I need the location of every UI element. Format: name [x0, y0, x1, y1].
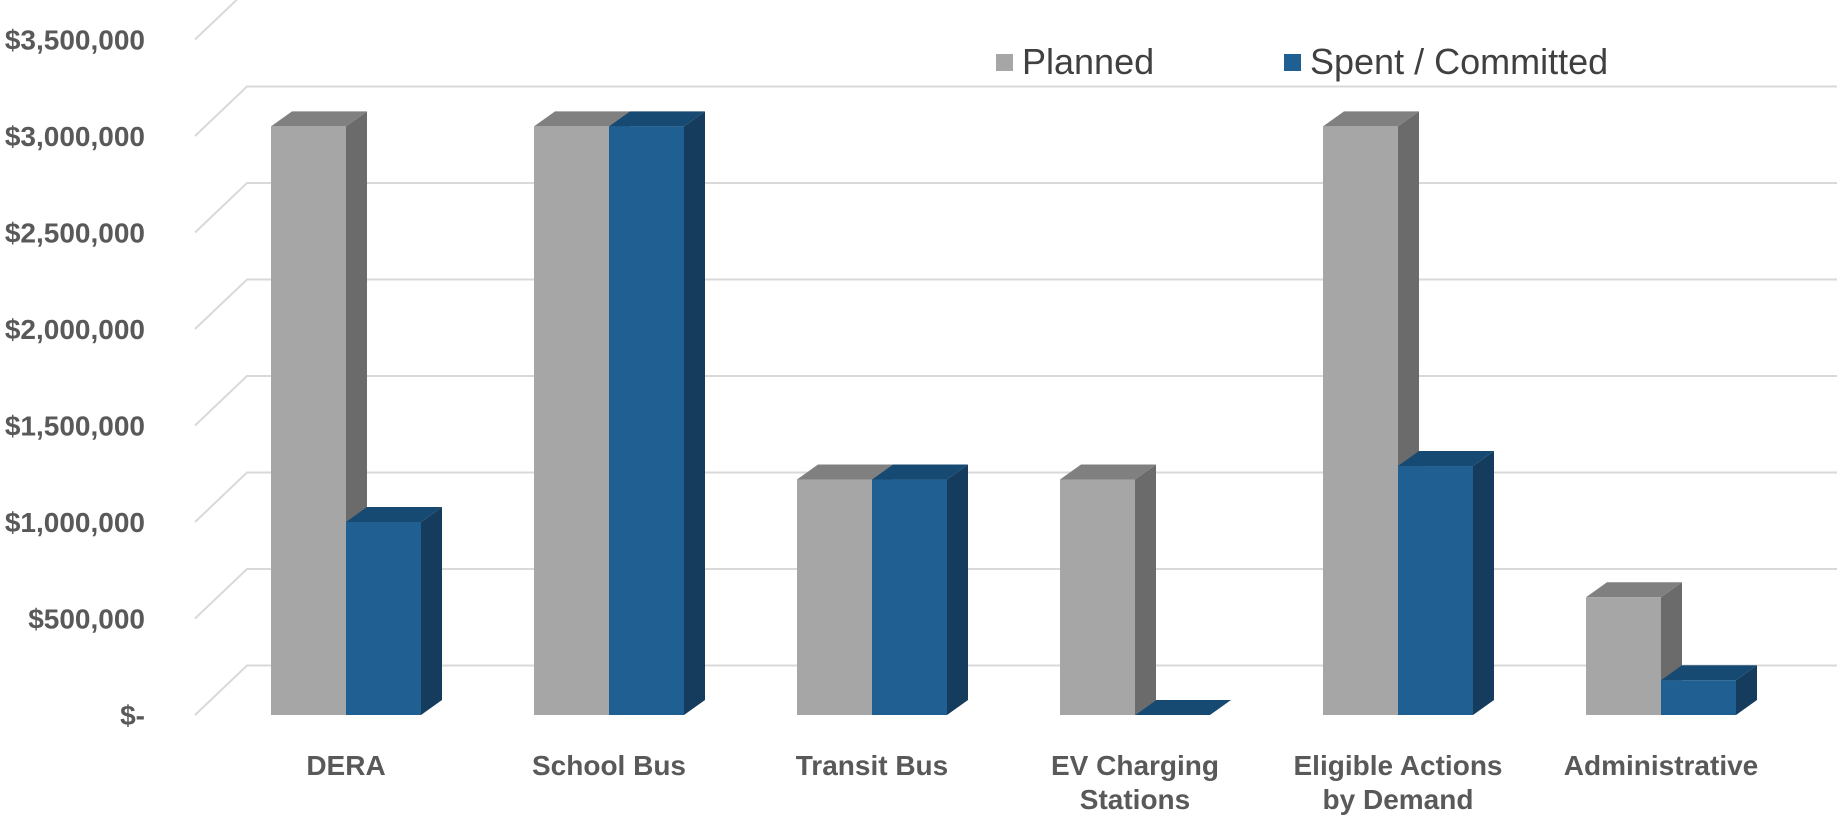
x-tick-label: Eligible Actions [1294, 750, 1503, 781]
gridline [194, 375, 1837, 427]
bars-layer [271, 111, 1757, 716]
bar-spent [872, 479, 947, 715]
gridline [194, 664, 1837, 716]
bar-top-planned [1323, 111, 1419, 127]
x-tick-label: Administrative [1564, 750, 1759, 781]
bar-top-planned [1586, 582, 1682, 598]
legend-swatch [996, 54, 1013, 71]
bar-planned [1060, 479, 1135, 715]
bar-top-planned [534, 111, 630, 127]
bar-side-spent [1473, 451, 1494, 715]
legend-label: Spent / Committed [1310, 41, 1608, 82]
x-tick-label: Transit Bus [796, 750, 948, 781]
bar-side-spent [684, 111, 705, 716]
bar-top-spent [609, 111, 705, 127]
bar-top-planned [797, 464, 893, 480]
bar-planned [1323, 126, 1398, 716]
bar-top-planned [271, 111, 367, 127]
y-tick-label: $1,000,000 [5, 507, 145, 538]
y-tick-label: $1,500,000 [5, 411, 145, 442]
bar-top-spent [1135, 700, 1231, 715]
gridline [194, 471, 1837, 523]
x-tick-label: EV Charging [1051, 750, 1219, 781]
y-tick-label: $- [120, 700, 145, 731]
bar-planned [534, 126, 609, 716]
bar-spent [346, 522, 421, 715]
bar-top-spent [1398, 451, 1494, 467]
bar-top-spent [1661, 665, 1757, 681]
y-tick-label: $2,500,000 [5, 218, 145, 249]
bar-side-spent [421, 507, 442, 715]
x-tick-label: Stations [1080, 784, 1190, 815]
legend: Planned Spent / Committed [996, 41, 1608, 82]
bar-top-spent [872, 464, 968, 480]
gridline [194, 0, 238, 41]
legend-swatch [1284, 54, 1301, 71]
bar-top-spent [346, 507, 442, 522]
grid-layer [194, 0, 1837, 716]
bar-top-planned [1060, 464, 1156, 480]
gridline [194, 278, 1837, 330]
y-tick-label: $2,000,000 [5, 314, 145, 345]
bar-planned [797, 479, 872, 715]
bar-side-spent [947, 464, 968, 715]
y-axis: $- $500,000 $1,000,000 $1,500,000 $2,000,000… [5, 25, 145, 732]
bar-planned [271, 126, 346, 716]
bar-spent [1398, 466, 1473, 715]
y-tick-label: $500,000 [28, 604, 145, 635]
x-tick-label: School Bus [532, 750, 686, 781]
x-tick-label: DERA [306, 750, 385, 781]
gridline [194, 182, 1837, 234]
bar-side-spent [1736, 665, 1757, 715]
x-tick-label: by Demand [1323, 784, 1474, 815]
legend-label: Planned [1022, 41, 1154, 82]
gridline [194, 85, 1837, 137]
bar-spent [1661, 680, 1736, 715]
bar-spent [609, 126, 684, 716]
bar-side-planned [1135, 464, 1156, 715]
y-tick-label: $3,000,000 [5, 121, 145, 152]
bar-planned [1586, 597, 1661, 715]
x-axis: DERA School Bus Transit Bus EV ChargingStat… [306, 750, 1758, 815]
gridline [194, 568, 1837, 620]
y-tick-label: $3,500,000 [5, 25, 145, 56]
